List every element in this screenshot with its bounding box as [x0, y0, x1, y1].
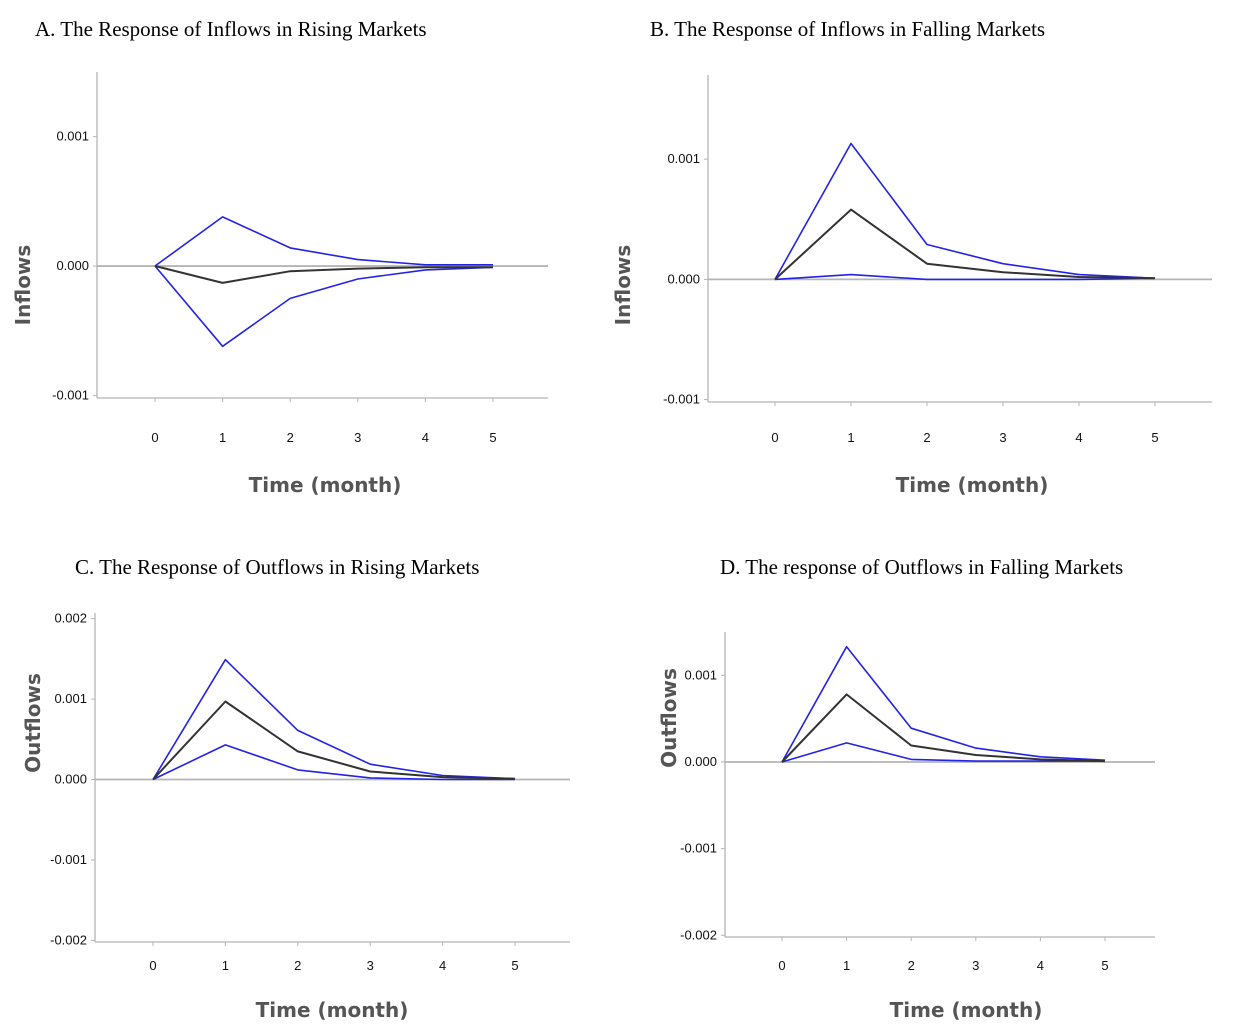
panel-a-y-tick-label: -0.001 [52, 387, 89, 402]
panel-b-title: B. The Response of Inflows in Falling Ma… [650, 17, 1045, 41]
panel-c-x-tick-label: 0 [149, 958, 156, 973]
panel-c-x-tick-label: 2 [294, 958, 301, 973]
panel-d-y-tick-label: -0.002 [680, 927, 717, 942]
panel-d-lower-line [781, 742, 1105, 763]
panel-a-plot: 0.001 0.000 -0.001 0 1 2 3 4 5 [52, 72, 548, 445]
panel-a-title: A. The Response of Inflows in Rising Mar… [35, 17, 427, 41]
panel-d-plot: 0.001 0.000 -0.001 -0.002 0 1 2 3 4 5 [680, 632, 1155, 973]
panel-c-lower-line [152, 744, 515, 781]
panel-b-x-tick-label: 3 [999, 430, 1006, 445]
panel-b-x-tick-label: 5 [1151, 430, 1158, 445]
panel-d-title: D. The response of Outflows in Falling M… [720, 555, 1123, 579]
panel-b-ylabel: Inflows [611, 245, 635, 326]
panel-c-x-tick-label: 5 [511, 958, 518, 973]
panel-a-x-tick-label: 4 [422, 430, 429, 445]
panel-c-title: C. The Response of Outflows in Rising Ma… [75, 555, 479, 579]
panel-b-x-tick-label: 4 [1075, 430, 1082, 445]
panel-b-upper-line [774, 142, 1156, 280]
panel-d-xlabel: Time (month) [890, 998, 1043, 1022]
panel-c: C. The Response of Outflows in Rising Ma… [21, 555, 570, 1022]
panel-b-plot: 0.001 0.000 -0.001 0 1 2 3 4 5 [663, 75, 1212, 445]
panel-c-upper-line [152, 658, 516, 780]
panel-b-y-tick-label: 0.000 [667, 271, 700, 286]
panel-d-x-tick-label: 4 [1037, 958, 1044, 973]
panel-c-y-tick-label: 0.002 [54, 611, 87, 626]
panel-a-y-tick-label: 0.001 [56, 129, 89, 144]
panel-c-y-tick-label: 0.001 [54, 691, 87, 706]
panel-a-lower-line [154, 265, 494, 348]
panel-d-x-tick-label: 0 [778, 958, 785, 973]
panel-b-y-tick-label: -0.001 [663, 392, 700, 407]
panel-d-y-tick-label: 0.000 [684, 754, 717, 769]
panel-c-estimate-line [152, 700, 516, 781]
panel-b-x-tick-label: 0 [771, 430, 778, 445]
panel-a-x-tick-label: 0 [151, 430, 158, 445]
panel-b-estimate-line [774, 208, 1156, 281]
panel-c-ylabel: Outflows [21, 673, 45, 773]
panel-a-x-tick-label: 2 [287, 430, 294, 445]
panel-c-x-tick-label: 1 [222, 958, 229, 973]
panel-b-x-tick-label: 2 [923, 430, 930, 445]
panel-a-xlabel: Time (month) [249, 473, 402, 497]
panel-d-x-tick-label: 1 [843, 958, 850, 973]
panel-d-x-tick-label: 3 [972, 958, 979, 973]
panel-a-x-tick-label: 1 [219, 430, 226, 445]
panel-c-plot: 0.002 0.001 0.000 -0.001 -0.002 0 1 2 3 4 5 [50, 611, 570, 973]
panel-a-y-tick-label: 0.000 [56, 258, 89, 273]
panel-d-x-tick-label: 5 [1101, 958, 1108, 973]
panel-b-y-tick-label: 0.001 [667, 151, 700, 166]
panel-d-y-tick-label: 0.001 [684, 667, 717, 682]
panel-c-x-tick-label: 4 [439, 958, 446, 973]
panel-b-xlabel: Time (month) [896, 473, 1049, 497]
panel-a-x-tick-label: 5 [489, 430, 496, 445]
panel-a-x-tick-label: 3 [354, 430, 361, 445]
panel-a-estimate-line [154, 265, 493, 284]
panel-b: B. The Response of Inflows in Falling Ma… [611, 17, 1212, 497]
panel-a: A. The Response of Inflows in Rising Mar… [11, 17, 548, 497]
panel-a-upper-line [154, 216, 493, 267]
panel-c-xlabel: Time (month) [256, 998, 409, 1022]
panel-d-ylabel: Outflows [657, 668, 681, 768]
panel-d: D. The response of Outflows in Falling M… [657, 555, 1155, 1022]
panel-c-y-tick-label: -0.002 [50, 932, 87, 947]
panel-c-y-tick-label: 0.000 [54, 772, 87, 787]
panel-a-ylabel: Inflows [11, 245, 35, 326]
panel-c-x-tick-label: 3 [367, 958, 374, 973]
panel-d-upper-line [781, 645, 1106, 763]
panel-d-x-tick-label: 2 [908, 958, 915, 973]
panel-c-y-tick-label: -0.001 [50, 852, 87, 867]
panel-d-estimate-line [781, 693, 1106, 763]
panel-b-lower-line [774, 273, 1156, 281]
panel-d-y-tick-label: -0.001 [680, 841, 717, 856]
panel-b-x-tick-label: 1 [847, 430, 854, 445]
